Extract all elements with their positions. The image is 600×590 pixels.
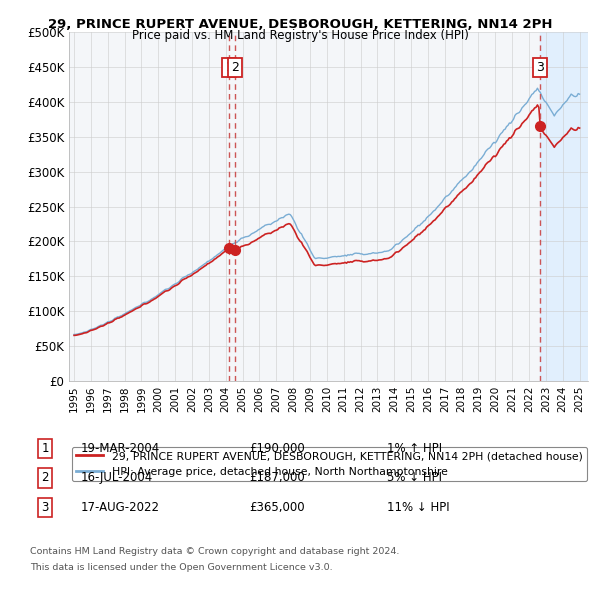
Text: 3: 3: [536, 61, 544, 74]
Text: 29, PRINCE RUPERT AVENUE, DESBOROUGH, KETTERING, NN14 2PH: 29, PRINCE RUPERT AVENUE, DESBOROUGH, KE…: [48, 18, 552, 31]
Text: 16-JUL-2004: 16-JUL-2004: [81, 471, 153, 484]
Text: 2: 2: [231, 61, 239, 74]
Text: 2: 2: [41, 471, 49, 484]
Text: This data is licensed under the Open Government Licence v3.0.: This data is licensed under the Open Gov…: [30, 563, 332, 572]
Text: 1: 1: [226, 61, 233, 74]
Text: £365,000: £365,000: [249, 501, 305, 514]
Text: 3: 3: [41, 501, 49, 514]
Text: 19-MAR-2004: 19-MAR-2004: [81, 442, 160, 455]
Text: 1% ↑ HPI: 1% ↑ HPI: [387, 442, 442, 455]
Bar: [539, 32, 600, 381]
Text: Contains HM Land Registry data © Crown copyright and database right 2024.: Contains HM Land Registry data © Crown c…: [30, 547, 400, 556]
Text: 11% ↓ HPI: 11% ↓ HPI: [387, 501, 449, 514]
Text: 1: 1: [41, 442, 49, 455]
Text: 17-AUG-2022: 17-AUG-2022: [81, 501, 160, 514]
Legend: 29, PRINCE RUPERT AVENUE, DESBOROUGH, KETTERING, NN14 2PH (detached house), HPI:: 29, PRINCE RUPERT AVENUE, DESBOROUGH, KE…: [72, 447, 587, 481]
Text: £187,000: £187,000: [249, 471, 305, 484]
Text: 5% ↓ HPI: 5% ↓ HPI: [387, 471, 442, 484]
Text: £190,000: £190,000: [249, 442, 305, 455]
Text: Price paid vs. HM Land Registry's House Price Index (HPI): Price paid vs. HM Land Registry's House …: [131, 30, 469, 42]
